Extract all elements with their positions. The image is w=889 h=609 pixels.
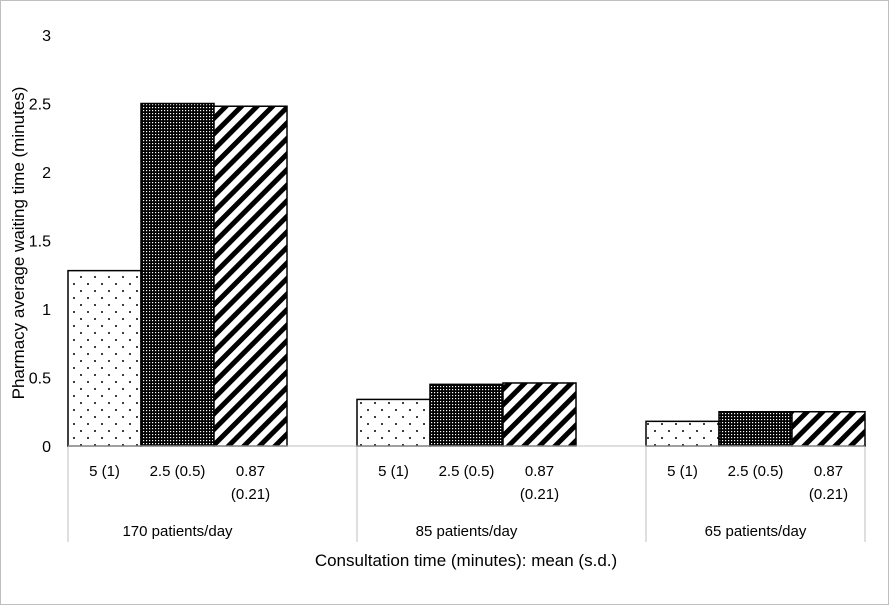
group-label: 85 patients/day (416, 523, 518, 540)
bar-diag (502, 382, 577, 447)
x-tick-label-line2: (0.21) (809, 486, 848, 503)
x-tick-label-line2: (0.21) (231, 486, 270, 503)
x-tick-label: 5 (1) (378, 463, 409, 480)
bar-diag (791, 411, 866, 447)
bar-dots (67, 269, 142, 447)
category-separators (67, 446, 866, 542)
x-tick-label: 0.87 (525, 463, 554, 480)
y-tick-label: 2.5 (29, 97, 51, 114)
bar-diag (213, 105, 288, 447)
x-axis-title: Consultation time (minutes): mean (s.d.) (315, 551, 617, 570)
y-tick-label: 1 (42, 302, 51, 319)
bars (67, 102, 866, 447)
x-tick-label: 0.87 (814, 463, 843, 480)
x-tick-label: 0.87 (236, 463, 265, 480)
bar-grid (718, 411, 793, 447)
group-label: 65 patients/day (705, 523, 807, 540)
y-axis-ticks: 0 0.5 1 1.5 2 2.5 3 (29, 28, 51, 456)
bar-grid (429, 383, 504, 447)
y-tick-label: 3 (42, 28, 51, 45)
y-tick-label: 1.5 (29, 234, 51, 251)
y-axis-title: Pharmacy average waiting time (minutes) (9, 87, 28, 400)
y-tick-label: 2 (42, 165, 51, 182)
x-tick-label-line2: (0.21) (520, 486, 559, 503)
y-tick-label: 0.5 (29, 371, 51, 388)
bar-dots (356, 398, 431, 447)
group-label: 170 patients/day (122, 523, 233, 540)
x-tick-label: 2.5 (0.5) (150, 463, 206, 480)
x-tick-label: 5 (1) (89, 463, 120, 480)
bar-dots (645, 420, 720, 447)
y-tick-label: 0 (42, 439, 51, 456)
x-tick-label: 2.5 (0.5) (439, 463, 495, 480)
x-axis-labels: 5 (1) 2.5 (0.5) 0.87 (0.21) 5 (1) 2.5 (0.5) 0.… (89, 463, 848, 503)
group-labels: 170 patients/day 85 patients/day 65 patien… (122, 523, 806, 540)
x-tick-label: 5 (1) (667, 463, 698, 480)
x-tick-label: 2.5 (0.5) (728, 463, 784, 480)
bar-grid (140, 102, 215, 447)
